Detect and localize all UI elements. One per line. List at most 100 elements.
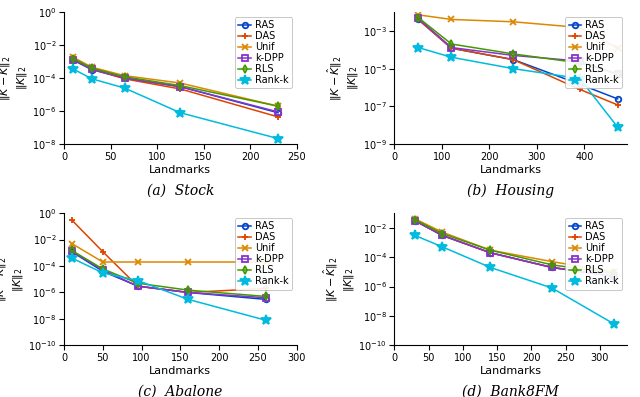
Legend: RAS, DAS, Unif, k-DPP, RLS, Rank-k: RAS, DAS, Unif, k-DPP, RLS, Rank-k: [235, 17, 292, 89]
DAS: [610, 274, 618, 279]
RAS: [184, 290, 192, 295]
k-DPP: [486, 251, 494, 255]
RLS: [68, 248, 76, 253]
RLS: [177, 83, 184, 88]
RLS: [509, 52, 517, 56]
Y-axis label: $\|K - \hat{K}\|_2$
$\|K\|_2$: $\|K - \hat{K}\|_2$ $\|K\|_2$: [0, 55, 29, 101]
k-DPP: [134, 284, 141, 289]
Unif: [88, 65, 96, 69]
Rank-k: [548, 285, 556, 290]
RLS: [486, 248, 494, 252]
Unif: [68, 241, 76, 246]
Y-axis label: $\|K - \hat{K}\|_2$
$\|K\|_2$: $\|K - \hat{K}\|_2$ $\|K\|_2$: [321, 256, 356, 302]
Line: Unif: Unif: [68, 240, 269, 266]
Unif: [438, 230, 446, 235]
DAS: [262, 286, 269, 291]
Line: RAS: RAS: [412, 218, 616, 279]
Y-axis label: $\|K - \hat{K}\|_2$
$\|K\|_2$: $\|K - \hat{K}\|_2$ $\|K\|_2$: [0, 256, 25, 302]
Rank-k: [614, 125, 621, 129]
Legend: RAS, DAS, Unif, k-DPP, RLS, Rank-k: RAS, DAS, Unif, k-DPP, RLS, Rank-k: [235, 218, 292, 289]
DAS: [576, 87, 584, 92]
DAS: [275, 114, 282, 119]
RLS: [262, 294, 269, 299]
DAS: [70, 57, 77, 62]
Unif: [121, 73, 129, 78]
RAS: [576, 82, 584, 87]
RLS: [438, 231, 446, 236]
Line: Rank-k: Rank-k: [413, 43, 623, 132]
Rank-k: [275, 136, 282, 141]
RAS: [99, 269, 107, 274]
RAS: [411, 218, 419, 223]
RLS: [121, 74, 129, 79]
Unif: [486, 248, 494, 252]
RAS: [68, 249, 76, 254]
k-DPP: [576, 59, 584, 64]
RLS: [184, 288, 192, 293]
Text: (b)  Housing: (b) Housing: [467, 184, 554, 198]
Line: RLS: RLS: [69, 248, 268, 299]
Line: DAS: DAS: [415, 16, 621, 108]
Unif: [70, 55, 77, 60]
k-DPP: [121, 76, 129, 81]
Rank-k: [88, 77, 96, 81]
Unif: [576, 25, 584, 30]
DAS: [99, 249, 107, 254]
k-DPP: [99, 268, 107, 272]
Line: DAS: DAS: [412, 217, 617, 280]
Text: (a)  Stock: (a) Stock: [147, 184, 214, 198]
Line: RAS: RAS: [415, 17, 620, 102]
Rank-k: [509, 66, 517, 71]
k-DPP: [177, 84, 184, 89]
Rank-k: [99, 270, 107, 275]
RLS: [275, 104, 282, 108]
RLS: [88, 66, 96, 71]
Line: k-DPP: k-DPP: [70, 57, 281, 115]
k-DPP: [275, 110, 282, 114]
X-axis label: Landmarks: Landmarks: [149, 165, 211, 175]
RAS: [262, 297, 269, 302]
k-DPP: [184, 290, 192, 295]
DAS: [88, 67, 96, 71]
RLS: [134, 281, 141, 285]
RAS: [447, 46, 455, 50]
DAS: [447, 46, 455, 50]
k-DPP: [610, 274, 618, 279]
k-DPP: [70, 57, 77, 62]
DAS: [614, 102, 621, 107]
Line: RLS: RLS: [70, 56, 281, 109]
Rank-k: [177, 110, 184, 115]
Line: RAS: RAS: [70, 58, 281, 116]
RLS: [411, 218, 419, 222]
Unif: [262, 260, 269, 264]
X-axis label: Landmarks: Landmarks: [480, 165, 542, 175]
Line: RLS: RLS: [415, 15, 620, 77]
Rank-k: [68, 256, 76, 260]
RAS: [134, 284, 141, 289]
RAS: [177, 84, 184, 89]
Rank-k: [262, 318, 269, 323]
k-DPP: [88, 67, 96, 71]
k-DPP: [68, 249, 76, 254]
Rank-k: [184, 297, 192, 302]
Unif: [411, 216, 419, 221]
RAS: [486, 251, 494, 255]
RAS: [70, 58, 77, 63]
Unif: [275, 104, 282, 108]
DAS: [509, 57, 517, 62]
Line: Unif: Unif: [412, 216, 617, 276]
Y-axis label: $\|K - \hat{K}\|_2$
$\|K\|_2$: $\|K - \hat{K}\|_2$ $\|K\|_2$: [326, 55, 360, 101]
Unif: [177, 81, 184, 85]
RLS: [548, 262, 556, 267]
RAS: [88, 67, 96, 72]
Rank-k: [70, 67, 77, 71]
Rank-k: [134, 278, 141, 283]
k-DPP: [509, 53, 517, 58]
DAS: [411, 218, 419, 223]
k-DPP: [414, 16, 422, 21]
DAS: [438, 233, 446, 238]
Rank-k: [447, 55, 455, 60]
Unif: [184, 260, 192, 264]
Rank-k: [576, 76, 584, 81]
DAS: [486, 251, 494, 255]
